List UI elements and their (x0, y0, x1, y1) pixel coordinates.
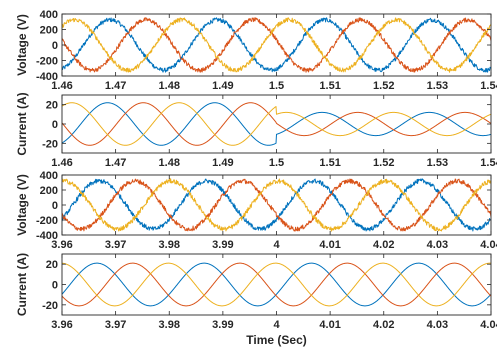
x-tick-label: 1.53 (427, 157, 448, 169)
x-tick-label: 4 (273, 319, 280, 331)
panel-2: 1.46 1.47 1.48 1.49 1.5 1.51 1.52 1.53 1.54 -20 0 2… (15, 92, 497, 169)
x-tick-label: 1.46 (51, 157, 72, 169)
x-tick-label: 3.96 (51, 319, 72, 331)
x-axis-label: Time (Sec) (246, 333, 306, 347)
y-tick-label: 0 (52, 200, 58, 212)
series-line-2 (62, 102, 491, 146)
x-tick-label: 1.49 (212, 80, 233, 92)
y-tick-label: 20 (46, 100, 58, 112)
panel-1: 1.46 1.47 1.48 1.49 1.5 1.51 1.52 1.53 1.54 -400 -… (15, 9, 497, 92)
y-tick-label: 400 (40, 170, 58, 182)
series-line-1 (62, 102, 491, 146)
series-line-3 (62, 178, 491, 232)
y-tick-label: 400 (40, 9, 58, 21)
x-tick-label: 1.49 (212, 157, 233, 169)
x-tick-label: 4.02 (373, 319, 394, 331)
x-tick-label: 3.99 (212, 239, 233, 251)
series-line-2 (62, 17, 491, 73)
x-tick-label: 1.54 (480, 157, 497, 169)
x-tick-label: 4.02 (373, 239, 394, 251)
y-tick-label: 0 (52, 119, 58, 131)
y-tick-label: 200 (40, 185, 58, 197)
y-tick-label: 0 (52, 280, 58, 292)
series-line-2 (62, 262, 491, 307)
x-tick-label: 1.51 (319, 80, 340, 92)
series-line-3 (62, 262, 491, 307)
series-line-1 (62, 178, 491, 232)
x-tick-label: 1.5 (269, 80, 284, 92)
y-axis-label: Voltage (V) (15, 14, 29, 76)
x-tick-label: 4 (273, 239, 280, 251)
x-tick-label: 3.99 (212, 319, 233, 331)
series-line-3 (62, 102, 491, 146)
plot-frame (61, 94, 492, 154)
y-axis-label: Voltage (V) (15, 174, 29, 236)
x-tick-label: 4.04 (480, 239, 497, 251)
y-tick-label: 20 (46, 259, 58, 271)
x-tick-label: 3.97 (105, 239, 126, 251)
x-tick-label: 3.96 (51, 239, 72, 251)
y-tick-label: -20 (42, 138, 58, 150)
x-tick-label: 4.04 (480, 319, 497, 331)
x-tick-label: 1.51 (319, 157, 340, 169)
x-tick-label: 1.48 (159, 157, 180, 169)
x-tick-label: 1.52 (373, 80, 394, 92)
panel-3: 3.96 3.97 3.98 3.99 4 4.01 4.02 4.03 4.04 -400 -20… (15, 170, 497, 251)
series-line-1 (62, 17, 491, 73)
y-tick-label: -400 (36, 230, 58, 242)
y-tick-label: 0 (52, 40, 58, 52)
x-tick-label: 1.47 (105, 157, 126, 169)
y-axis-label: Current (A) (15, 92, 29, 155)
x-tick-label: 1.54 (480, 80, 497, 92)
x-tick-label: 3.97 (105, 319, 126, 331)
x-tick-label: 1.52 (373, 157, 394, 169)
x-tick-label: 4.03 (427, 319, 448, 331)
x-tick-label: 3.98 (159, 239, 180, 251)
y-axis-label: Current (A) (15, 253, 29, 316)
y-tick-label: 200 (40, 25, 58, 37)
x-tick-label: 3.98 (159, 319, 180, 331)
x-tick-label: 4.03 (427, 239, 448, 251)
series-line-2 (62, 178, 491, 232)
series-line-3 (62, 17, 491, 73)
y-tick-label: -400 (36, 71, 58, 83)
series-line-1 (62, 262, 491, 307)
x-tick-label: 1.53 (427, 80, 448, 92)
x-tick-label: 1.47 (105, 80, 126, 92)
x-tick-label: 1.5 (269, 157, 284, 169)
x-tick-label: 1.46 (51, 80, 72, 92)
x-tick-label: 4.01 (319, 239, 340, 251)
y-tick-label: -20 (42, 300, 58, 312)
y-tick-label: -200 (36, 56, 58, 68)
x-tick-label: 1.48 (159, 80, 180, 92)
y-tick-label: -200 (36, 215, 58, 227)
x-tick-label: 4.01 (319, 319, 340, 331)
panel-4: 3.96 3.97 3.98 3.99 4 4.01 4.02 4.03 4.04 -20 0 20 C… (15, 253, 497, 347)
